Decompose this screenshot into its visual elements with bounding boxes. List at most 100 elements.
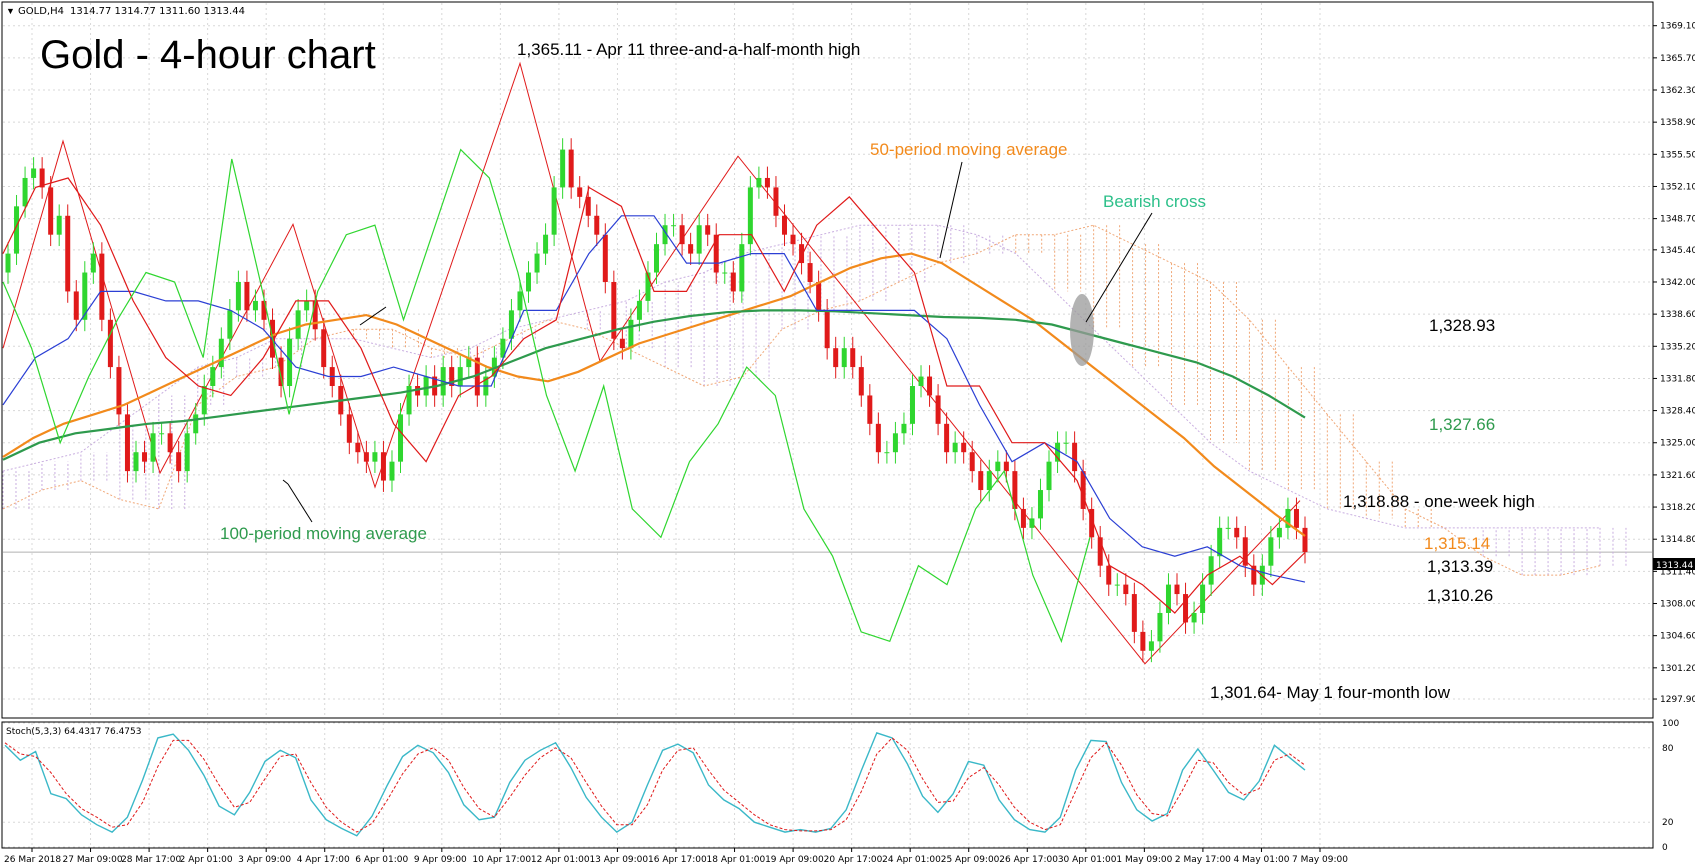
time-tick-label: 28 Mar 17:00 (121, 855, 181, 865)
candle-body (244, 281, 250, 311)
price-tick-label: 1342.00 (1660, 278, 1695, 288)
candle-body (1097, 537, 1103, 566)
candle-body (142, 452, 148, 462)
stoch-label: Stoch(5,3,3) 64.4317 76.4753 (6, 727, 141, 737)
candle-body (534, 253, 540, 273)
candle-body (696, 225, 702, 254)
candle-body (543, 234, 549, 254)
annotation-ma100: 100-period moving average (220, 524, 427, 543)
candle-body (1148, 641, 1154, 651)
price-tick-label: 1311.40 (1660, 567, 1695, 577)
candle-body (466, 357, 472, 368)
price-tick-label: 1352.10 (1660, 182, 1695, 192)
candle-body (781, 215, 787, 235)
candle-body (1217, 527, 1223, 557)
stoch-d-line (4, 737, 1306, 833)
candle-body (611, 281, 617, 339)
candle-body (1293, 508, 1299, 528)
candle-body (799, 244, 805, 264)
candle-body (1012, 471, 1018, 509)
candle-body (1055, 442, 1061, 462)
candle-body (636, 300, 642, 320)
candle-body (500, 338, 506, 358)
candle-body (1165, 584, 1171, 613)
annotation-1327-66: 1,327.66 (1429, 415, 1495, 434)
candle-body (730, 272, 736, 292)
candle-body (398, 414, 404, 462)
series-line (2, 177, 1306, 614)
candle-body (526, 272, 532, 292)
candle-body (867, 395, 873, 424)
candle-body (1276, 527, 1282, 538)
candle-body (22, 177, 28, 207)
candle-body (474, 357, 480, 396)
candle-body (807, 263, 813, 282)
candle-body (551, 187, 557, 235)
candle-body (1123, 584, 1129, 595)
price-tick-label: 1297.90 (1660, 695, 1695, 705)
candle-body (824, 310, 830, 349)
candle-body (1046, 461, 1052, 491)
price-tick-label: 1355.50 (1660, 150, 1695, 160)
candle-body (133, 452, 139, 472)
annotation-bearish-cross: Bearish cross (1103, 192, 1206, 211)
candle-body (252, 300, 258, 311)
candle-body (201, 386, 207, 415)
time-tick-label: 9 Apr 09:00 (414, 855, 467, 865)
annotation-low: 1,301.64- May 1 four-month low (1210, 683, 1451, 702)
price-tick-label: 1345.40 (1660, 246, 1695, 256)
candle-body (107, 319, 113, 368)
zigzag-lines (2, 61, 1301, 665)
price-tick-label: 1331.80 (1660, 374, 1695, 384)
price-tick-label: 1308.00 (1660, 600, 1695, 610)
candle-body (176, 452, 182, 472)
candle-body (48, 187, 54, 235)
time-tick-label: 18 Apr 01:00 (707, 855, 766, 865)
time-tick-label: 2 May 17:00 (1175, 855, 1231, 865)
candle-body (1251, 565, 1257, 585)
bearish-cross-marker (1070, 294, 1094, 366)
candle-body (628, 319, 634, 349)
candle-body (1285, 508, 1291, 528)
candle-body (82, 272, 88, 320)
candle-body (1234, 527, 1240, 538)
candle-body (713, 234, 719, 273)
candle-body (167, 433, 173, 453)
time-tick-label: 25 Apr 09:00 (941, 855, 1000, 865)
candle-body (909, 386, 915, 424)
candle-body (1225, 527, 1231, 529)
time-tick-label: 30 Apr 01:00 (1058, 855, 1117, 865)
candle-body (1106, 565, 1112, 585)
stoch-axis: 100 80 20 0 (1662, 719, 1679, 853)
candle-body (1037, 490, 1043, 519)
header-ohlc: 1314.77 1314.77 1311.60 1313.44 (70, 6, 245, 17)
stoch-k-line (4, 732, 1306, 837)
candle-body (833, 348, 839, 368)
stoch-pane-frame (1, 721, 1654, 849)
candle-body (363, 452, 369, 462)
candle-body (1242, 537, 1248, 566)
candle-body (816, 281, 822, 311)
chart-title: Gold - 4-hour chart (40, 33, 376, 77)
candle-body (346, 414, 352, 443)
candle-body (372, 452, 378, 462)
candle-body (654, 244, 659, 273)
candle-body (671, 225, 677, 227)
time-tick-label: 12 Apr 01:00 (531, 855, 590, 865)
candle-body (1114, 584, 1120, 586)
time-tick-label: 10 Apr 17:00 (472, 855, 531, 865)
candle-body (1208, 556, 1214, 585)
candle-body (5, 253, 11, 273)
candle-body (150, 433, 156, 462)
candle-body (892, 433, 898, 453)
candle-body (227, 310, 233, 339)
cloud-span-a (2, 224, 1601, 576)
candle-body (764, 177, 770, 188)
candle-body (287, 338, 293, 387)
candle-body (1302, 527, 1308, 553)
candle-body (235, 281, 241, 311)
candle-body (969, 452, 975, 472)
candle-body (952, 442, 958, 453)
candle-body (705, 225, 711, 235)
